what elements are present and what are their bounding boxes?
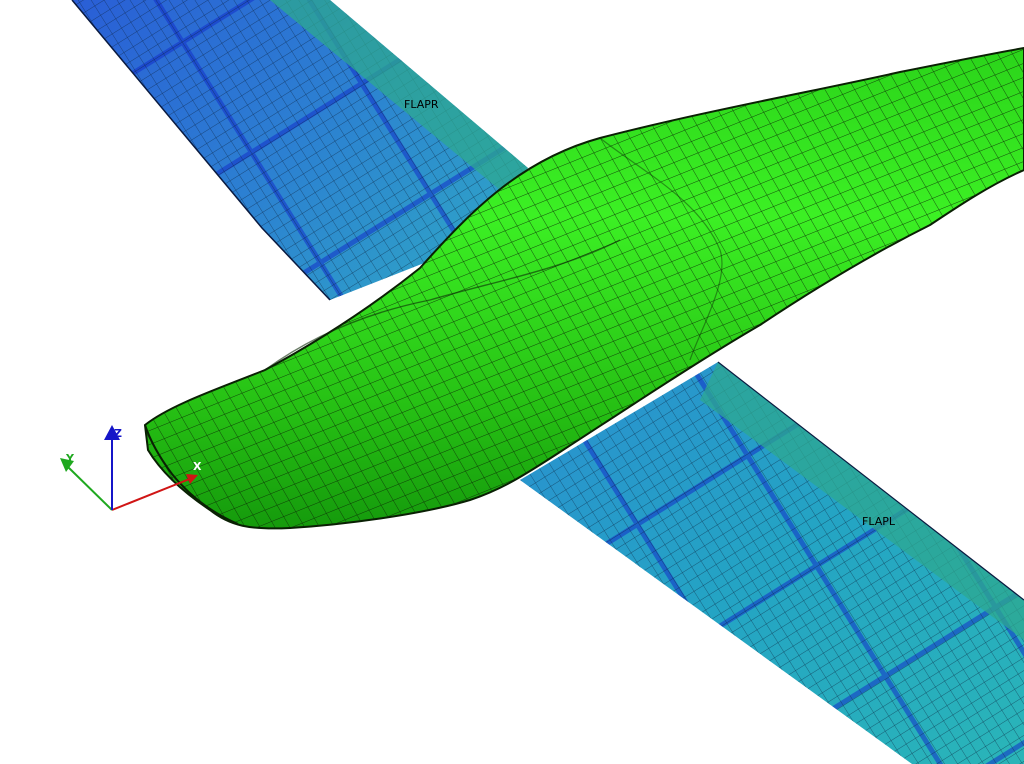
- part-label-flapr: FLAPR: [404, 98, 439, 111]
- y-axis-arrow-icon: [60, 458, 74, 472]
- part-label-flapl: FLAPL: [862, 515, 896, 528]
- x-axis-arrow-icon: [186, 474, 198, 484]
- z-axis-label: Z: [114, 427, 122, 440]
- y-axis-label: Y: [65, 452, 75, 465]
- x-axis-label: X: [193, 460, 202, 473]
- z-axis-arrow-icon: [104, 425, 120, 440]
- coordinate-triad: X Y Z: [60, 425, 202, 511]
